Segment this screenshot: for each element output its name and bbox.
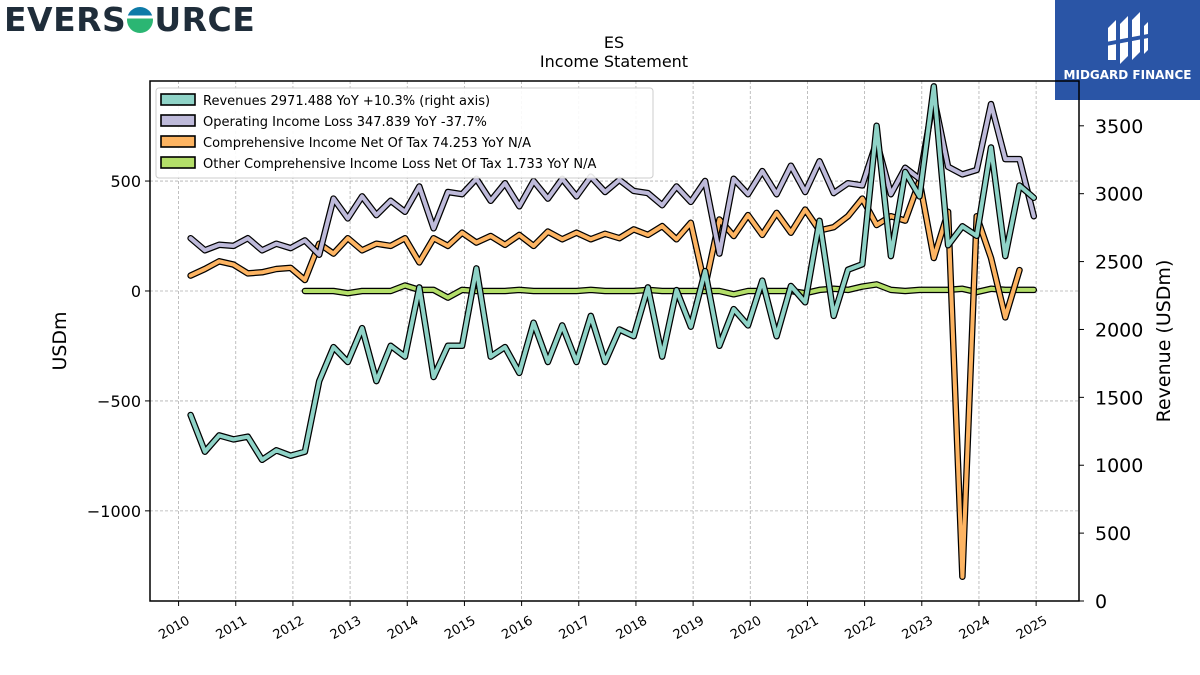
midgard-mark-icon — [1106, 12, 1148, 64]
series-line — [188, 179, 1022, 579]
left-tick-label: 500 — [110, 172, 141, 191]
plot-frame — [149, 80, 1080, 602]
legend-label: Revenues 2971.488 YoY +10.3% (right axis… — [203, 94, 490, 109]
right-tick-label: 0 — [1095, 591, 1107, 613]
x-tick-label: 2016 — [499, 613, 535, 643]
x-tick-label: 2019 — [671, 613, 707, 643]
x-tick-label: 2023 — [900, 613, 936, 643]
legend-swatch — [160, 135, 196, 148]
chart-title: ES — [604, 33, 624, 52]
chart-subtitle: Income Statement — [540, 52, 688, 71]
left-tick-label: −1000 — [87, 502, 141, 521]
x-tick-label: 2011 — [214, 613, 250, 643]
right-axis-ticks: 0 500 1000 1500 2000 2500 3000 3500 — [1079, 116, 1143, 613]
eversource-logo-text-b: URCE — [154, 0, 256, 39]
legend-label: Operating Income Loss 347.839 YoY -37.7% — [203, 115, 487, 130]
right-tick-label: 1500 — [1095, 387, 1143, 409]
series-lines — [187, 83, 1038, 581]
right-tick-label: 1000 — [1095, 455, 1143, 477]
x-tick-label: 2024 — [957, 613, 993, 643]
series-line — [302, 282, 1036, 300]
x-tick-label: 2012 — [271, 613, 307, 643]
legend-swatch — [160, 93, 196, 106]
right-tick-label: 3000 — [1095, 184, 1143, 206]
right-tick-label: 2000 — [1095, 319, 1143, 341]
eversource-logo: EVERS URCE — [4, 0, 255, 39]
left-axis-ticks: 500 0 −500 −1000 — [87, 172, 150, 521]
legend-box — [155, 87, 654, 179]
right-tick-label: 3500 — [1095, 116, 1143, 138]
eversource-logo-text-a: EVERS — [4, 0, 127, 39]
right-tick-label: 2500 — [1095, 252, 1143, 274]
x-tick-label: 2022 — [842, 613, 878, 643]
x-tick-label: 2021 — [785, 613, 821, 643]
x-tick-label: 2025 — [1014, 613, 1050, 643]
legend-swatch — [160, 156, 196, 169]
eversource-o-mark-icon — [127, 7, 154, 33]
x-tick-label: 2017 — [557, 613, 593, 643]
y-axis-label-left: USDm — [49, 311, 71, 370]
legend-label: Other Comprehensive Income Loss Net Of T… — [203, 157, 597, 172]
legend-label: Comprehensive Income Net Of Tax 74.253 Y… — [203, 136, 531, 151]
series-line — [188, 84, 1036, 462]
x-tick-label: 2018 — [614, 613, 650, 643]
legend-swatch — [160, 114, 196, 127]
x-tick-label: 2020 — [728, 613, 764, 643]
x-tick-label: 2013 — [328, 613, 364, 643]
x-axis-ticks: 2010 2011 2012 2013 2014 2015 2016 2017 2018 2019… — [156, 601, 1050, 643]
left-tick-label: 0 — [131, 282, 141, 301]
series-line — [188, 95, 1036, 257]
x-tick-label: 2015 — [442, 613, 478, 643]
right-tick-label: 500 — [1095, 523, 1131, 545]
midgard-logo-text: MIDGARD FINANCE — [1063, 68, 1192, 82]
x-tick-label: 2010 — [156, 613, 192, 643]
y-axis-label-right: Revenue (USDm) — [1153, 260, 1175, 423]
x-tick-label: 2014 — [385, 613, 421, 643]
left-tick-label: −500 — [97, 392, 141, 411]
legend: Revenues 2971.488 YoY +10.3% (right axis… — [155, 87, 654, 179]
